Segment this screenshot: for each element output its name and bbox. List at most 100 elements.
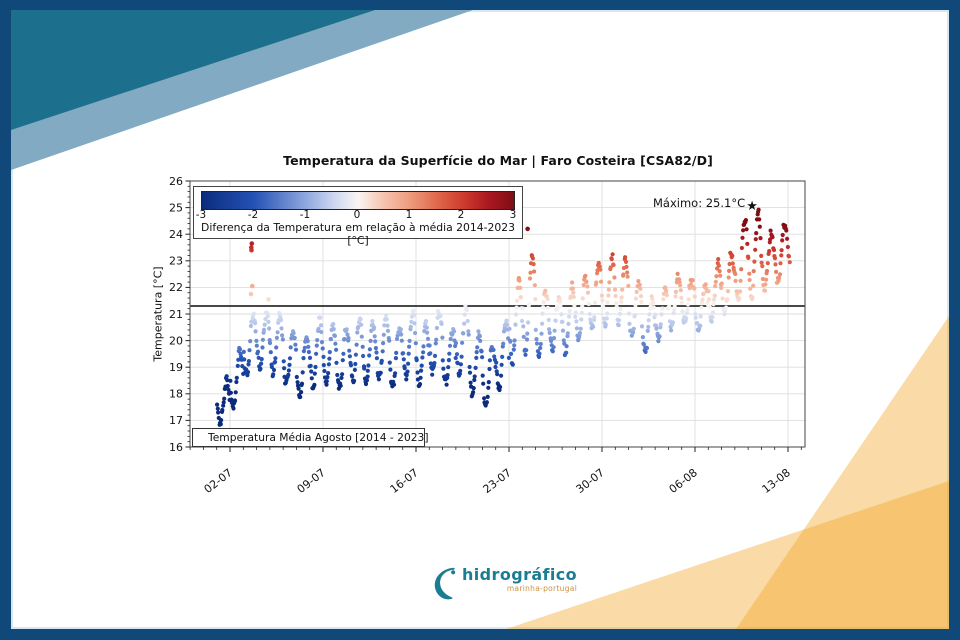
sst-point [406, 351, 411, 356]
sst-point [539, 331, 544, 336]
sst-point [692, 286, 697, 291]
sst-point [471, 386, 476, 391]
sst-point [634, 289, 639, 294]
sst-point [425, 336, 431, 341]
sst-point [581, 282, 586, 288]
sst-point [367, 353, 372, 358]
sst-point [545, 305, 551, 310]
sst-point [550, 349, 555, 354]
sst-point [621, 272, 626, 277]
sst-point [719, 285, 724, 290]
sst-point [657, 334, 662, 339]
colorbar-tick-label: 0 [353, 209, 361, 221]
sst-point [672, 304, 677, 309]
sst-point [395, 333, 400, 338]
sst-point [685, 302, 691, 307]
sst-point [679, 300, 685, 305]
sst-point [710, 315, 715, 320]
sst-point [460, 340, 465, 345]
sst-point [328, 337, 334, 342]
sst-point [340, 358, 345, 363]
mean-line-legend: Temperatura Média Agosto [2014 - 2023] [192, 428, 429, 447]
sst-point [717, 269, 722, 274]
sst-point [293, 342, 298, 347]
sst-point [713, 279, 718, 284]
sst-point [391, 382, 397, 387]
sst-point [612, 275, 617, 280]
sst-point [486, 380, 491, 385]
sst-point [418, 375, 423, 380]
sst-point [726, 275, 731, 280]
sst-point [739, 245, 745, 251]
sst-point [361, 353, 366, 359]
sst-point [718, 273, 723, 278]
sst-point [495, 372, 500, 377]
sst-point [225, 383, 230, 389]
sst-point [524, 337, 530, 342]
sst-point [579, 310, 585, 315]
sst-point [777, 272, 783, 277]
sst-point [754, 231, 759, 236]
sst-point [335, 372, 340, 378]
sst-point [353, 361, 358, 367]
sst-outlier-point [249, 245, 254, 250]
sst-point [706, 297, 712, 302]
sst-point [474, 355, 479, 360]
sst-point [751, 269, 756, 274]
sst-point [553, 318, 558, 323]
sst-point [428, 361, 433, 366]
y-tick-label: 16 [169, 441, 183, 454]
sst-point [281, 359, 286, 364]
sst-point [399, 332, 404, 337]
sst-point [780, 238, 785, 243]
sst-point [759, 253, 764, 258]
sst-point [599, 293, 605, 298]
sst-point [713, 283, 718, 289]
sst-point [609, 257, 614, 262]
sst-point [348, 363, 354, 368]
sst-point [248, 323, 253, 329]
sst-point [475, 345, 480, 350]
sst-point [451, 329, 457, 334]
sst-point [538, 341, 543, 347]
sst-point [533, 327, 538, 332]
sst-point [341, 351, 346, 356]
sst-point [482, 396, 487, 401]
sst-point [605, 311, 610, 316]
sst-point [536, 354, 542, 359]
sst-point [245, 370, 251, 375]
sst-point [331, 327, 336, 332]
sst-point [565, 331, 570, 336]
sst-point [673, 289, 679, 294]
sst-point [382, 323, 387, 328]
sst-point [380, 349, 385, 354]
sst-point [632, 313, 638, 318]
sst-point [764, 268, 770, 274]
sst-point [255, 349, 261, 354]
sst-point [286, 372, 291, 377]
sst-point [365, 374, 370, 379]
sst-point [301, 349, 306, 354]
sst-point [324, 379, 329, 384]
sst-point [225, 378, 230, 383]
sst-point [440, 335, 445, 340]
sst-point [492, 354, 497, 359]
sst-point [434, 325, 439, 331]
sst-point [618, 306, 623, 311]
sst-point [226, 387, 231, 392]
sst-point [746, 255, 751, 260]
sst-point [447, 351, 452, 356]
sst-point [407, 338, 412, 343]
sst-point [219, 418, 224, 423]
sst-point [269, 364, 274, 370]
sst-point [507, 326, 512, 331]
sst-point [345, 332, 350, 337]
sst-point [487, 358, 492, 363]
sst-point [314, 343, 319, 348]
sst-point [531, 262, 536, 267]
sst-point [365, 368, 370, 373]
sst-point [363, 381, 369, 387]
sst-point [466, 332, 471, 337]
sst-point [514, 305, 519, 310]
sst-point [673, 294, 678, 299]
